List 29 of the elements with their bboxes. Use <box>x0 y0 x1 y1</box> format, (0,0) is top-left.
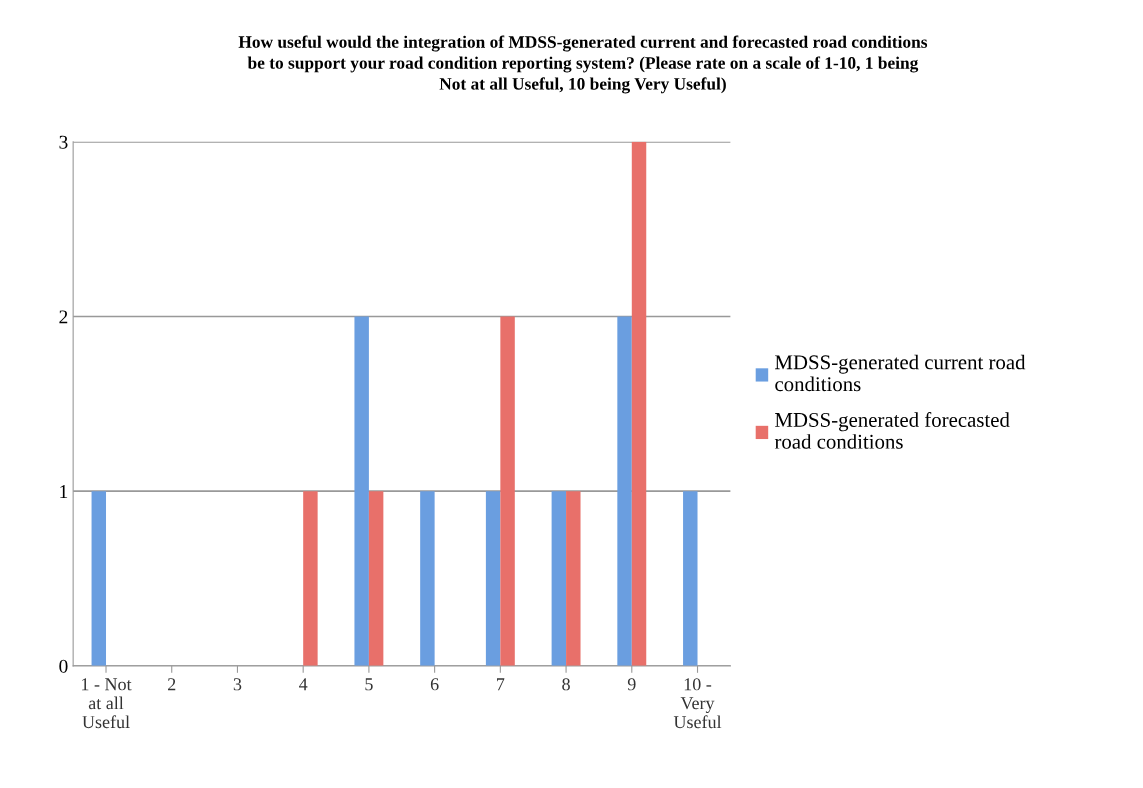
x-tick-label: 3 <box>233 678 242 691</box>
x-tick-label: 2 <box>168 678 176 691</box>
y-tick-label: 3 <box>59 135 68 149</box>
x-tick-label: 6 <box>430 678 439 691</box>
x-tick-label: 4 <box>299 678 308 691</box>
legend-label: MDSS-generated current road conditions <box>775 354 1026 392</box>
bar <box>551 491 567 666</box>
x-tick-label: 7 <box>497 678 505 691</box>
y-tick-label: 0 <box>59 659 68 673</box>
bar <box>354 316 369 666</box>
bar <box>368 491 384 666</box>
bar <box>91 491 107 666</box>
bar <box>617 316 632 666</box>
bar <box>420 491 435 666</box>
x-tick-label: 5 <box>365 678 373 691</box>
bar <box>485 491 501 666</box>
legend-label: MDSS-generated forecasted road conditions <box>774 412 1010 449</box>
x-tick-label: 8 <box>562 678 570 691</box>
y-tick-label: 1 <box>60 485 68 498</box>
bar <box>683 491 698 666</box>
y-tick-label: 2 <box>59 310 68 324</box>
bar <box>566 491 581 666</box>
bar <box>303 491 318 666</box>
chart-title: How useful would the integration of MDSS-generated current and forecasted road conditions be to support your road condition reporting system? (Please rate on a scale of 1-10, 1 being Not at all Useful, 10 being Very Useful) <box>238 35 928 94</box>
bar <box>631 141 647 666</box>
x-tick-label: 1 - Not at all Useful <box>82 678 132 729</box>
x-tick-label: 10 - Very Useful <box>673 678 722 729</box>
x-tick-label: 9 <box>627 678 636 691</box>
bar <box>500 316 515 666</box>
